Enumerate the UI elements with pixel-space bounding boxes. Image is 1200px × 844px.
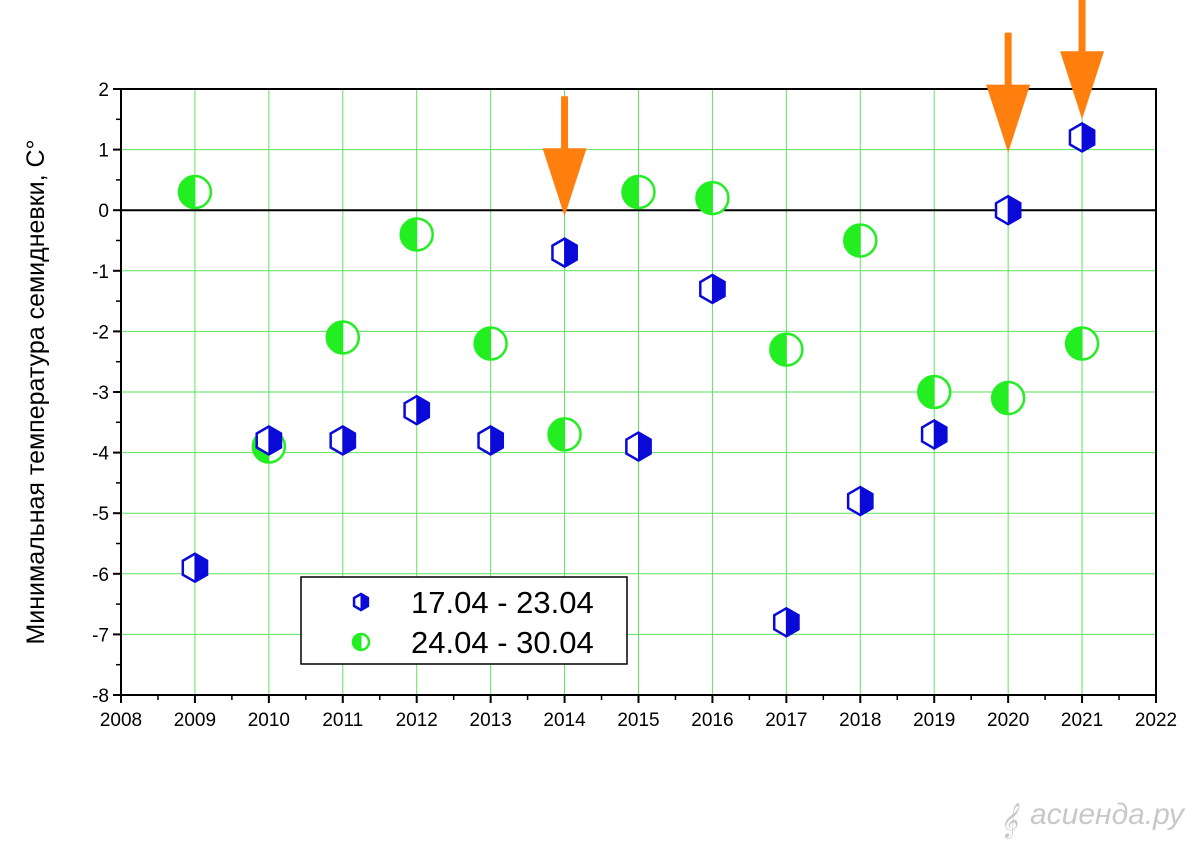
hexagon-fill <box>933 419 947 450</box>
x-tick-label: 2019 <box>913 710 955 731</box>
x-tick-label: 2010 <box>248 710 290 731</box>
data-point-hexagon <box>625 431 652 462</box>
circle-fill <box>769 333 787 367</box>
data-point-circle <box>695 180 730 216</box>
y-tick-label: -3 <box>92 383 109 404</box>
orange-arrow <box>986 32 1031 153</box>
hexagon-fill <box>268 425 282 456</box>
data-point-circle <box>473 326 508 361</box>
orange-arrow <box>542 96 587 217</box>
data-point-circle <box>769 332 804 367</box>
hexagon-fill <box>1081 122 1095 153</box>
data-point-hexagon <box>329 425 357 456</box>
circle-fill <box>548 417 566 451</box>
circle-fill <box>326 320 344 354</box>
hexagon-fill <box>785 607 799 638</box>
y-tick-label: -2 <box>92 322 109 343</box>
data-point-hexagon <box>477 425 505 456</box>
legend-box <box>300 576 628 665</box>
circle-fill <box>178 175 196 209</box>
arrow-head <box>1060 51 1105 120</box>
legend-label: 17.04 - 23.04 <box>411 585 594 620</box>
circle-fill <box>400 217 418 251</box>
y-tick-label: 0 <box>98 201 109 222</box>
x-tick-label: 2009 <box>174 710 216 731</box>
data-point-hexagon <box>920 418 948 450</box>
circle-fill <box>352 633 362 651</box>
data-point-hexagon <box>403 394 431 426</box>
data-point-circle <box>843 223 878 258</box>
watermark: 𝄞 асиенда.ру <box>1000 798 1186 839</box>
x-tick-label: 2011 <box>322 710 363 731</box>
x-tick-label: 2014 <box>543 710 586 731</box>
hexagon-fill <box>1007 195 1021 226</box>
data-point-hexagon <box>1068 122 1096 153</box>
hexagon-fill <box>564 237 578 268</box>
axes: -8 -7 -6 -5 -4 -3 -2 -1 0 1 2 2008 2009 2010 2011 2012 2… <box>92 80 1177 731</box>
y-tick-label: 1 <box>98 141 109 162</box>
y-tick-label: -1 <box>92 262 109 283</box>
data-point-circle <box>325 320 361 355</box>
circle-fill <box>843 223 861 258</box>
data-point-circle <box>1064 326 1100 361</box>
data-point-circle <box>621 174 656 210</box>
x-tick-label: 2008 <box>100 710 142 731</box>
y-tick-label: -6 <box>92 565 109 586</box>
x-tick-label: 2012 <box>396 710 438 731</box>
data-point-hexagon <box>699 273 726 305</box>
data-point-hexagon <box>846 485 874 517</box>
hexagon-fill <box>859 486 873 516</box>
y-tick-label: -8 <box>92 686 109 707</box>
data-point-circle <box>177 174 213 210</box>
circle-fill <box>917 375 935 409</box>
data-point-circle <box>916 374 952 410</box>
arrow-head <box>986 84 1031 153</box>
data-point-hexagon <box>772 606 800 638</box>
arrow-head <box>542 148 587 217</box>
data-marks <box>177 122 1100 638</box>
y-tick-label: -4 <box>92 444 109 465</box>
x-tick-label: 2022 <box>1135 710 1177 731</box>
data-point-hexagon <box>994 194 1022 226</box>
y-axis-label: Минимальная температура семидневки, С° <box>22 139 50 644</box>
x-tick-label: 2015 <box>617 710 659 731</box>
circle-fill <box>991 381 1009 415</box>
circle-fill <box>622 175 639 209</box>
watermark-icon: 𝄞 <box>1000 803 1020 839</box>
legend-label: 24.04 - 30.04 <box>411 625 594 660</box>
hexagon-fill <box>342 425 356 456</box>
circle-fill <box>1065 327 1083 361</box>
data-point-hexagon <box>255 425 283 456</box>
data-point-circle <box>547 417 582 452</box>
annotation-arrows <box>542 0 1105 217</box>
data-point-circle <box>399 217 434 252</box>
x-tick-label: 2016 <box>691 710 733 731</box>
x-tick-label: 2017 <box>765 710 807 731</box>
y-tick-label: -7 <box>92 625 109 646</box>
legend: 17.04 - 23.04 24.04 - 30.04 <box>300 576 628 665</box>
watermark-text: асиенда.ру <box>1030 798 1186 831</box>
y-tick-label: 2 <box>98 80 109 101</box>
x-tick-label: 2020 <box>987 710 1029 731</box>
orange-arrow <box>1060 0 1105 120</box>
legend-marker-hexagon <box>352 592 370 612</box>
circle-fill <box>695 181 713 215</box>
data-point-circle <box>990 380 1026 416</box>
legend-marker-circle <box>351 632 371 652</box>
x-tick-label: 2021 <box>1061 710 1103 731</box>
hexagon-fill <box>638 431 652 462</box>
data-point-hexagon <box>181 552 209 584</box>
hexagon-fill <box>360 593 369 611</box>
data-point-hexagon <box>551 237 578 269</box>
circle-fill <box>474 327 492 361</box>
hexagon-fill <box>711 274 726 304</box>
x-tick-label: 2013 <box>470 710 512 731</box>
hexagon-fill <box>194 552 208 583</box>
hexagon-fill <box>416 395 430 426</box>
hexagon-fill <box>490 425 504 456</box>
y-tick-label: -5 <box>92 504 109 525</box>
x-tick-label: 2018 <box>839 710 881 731</box>
